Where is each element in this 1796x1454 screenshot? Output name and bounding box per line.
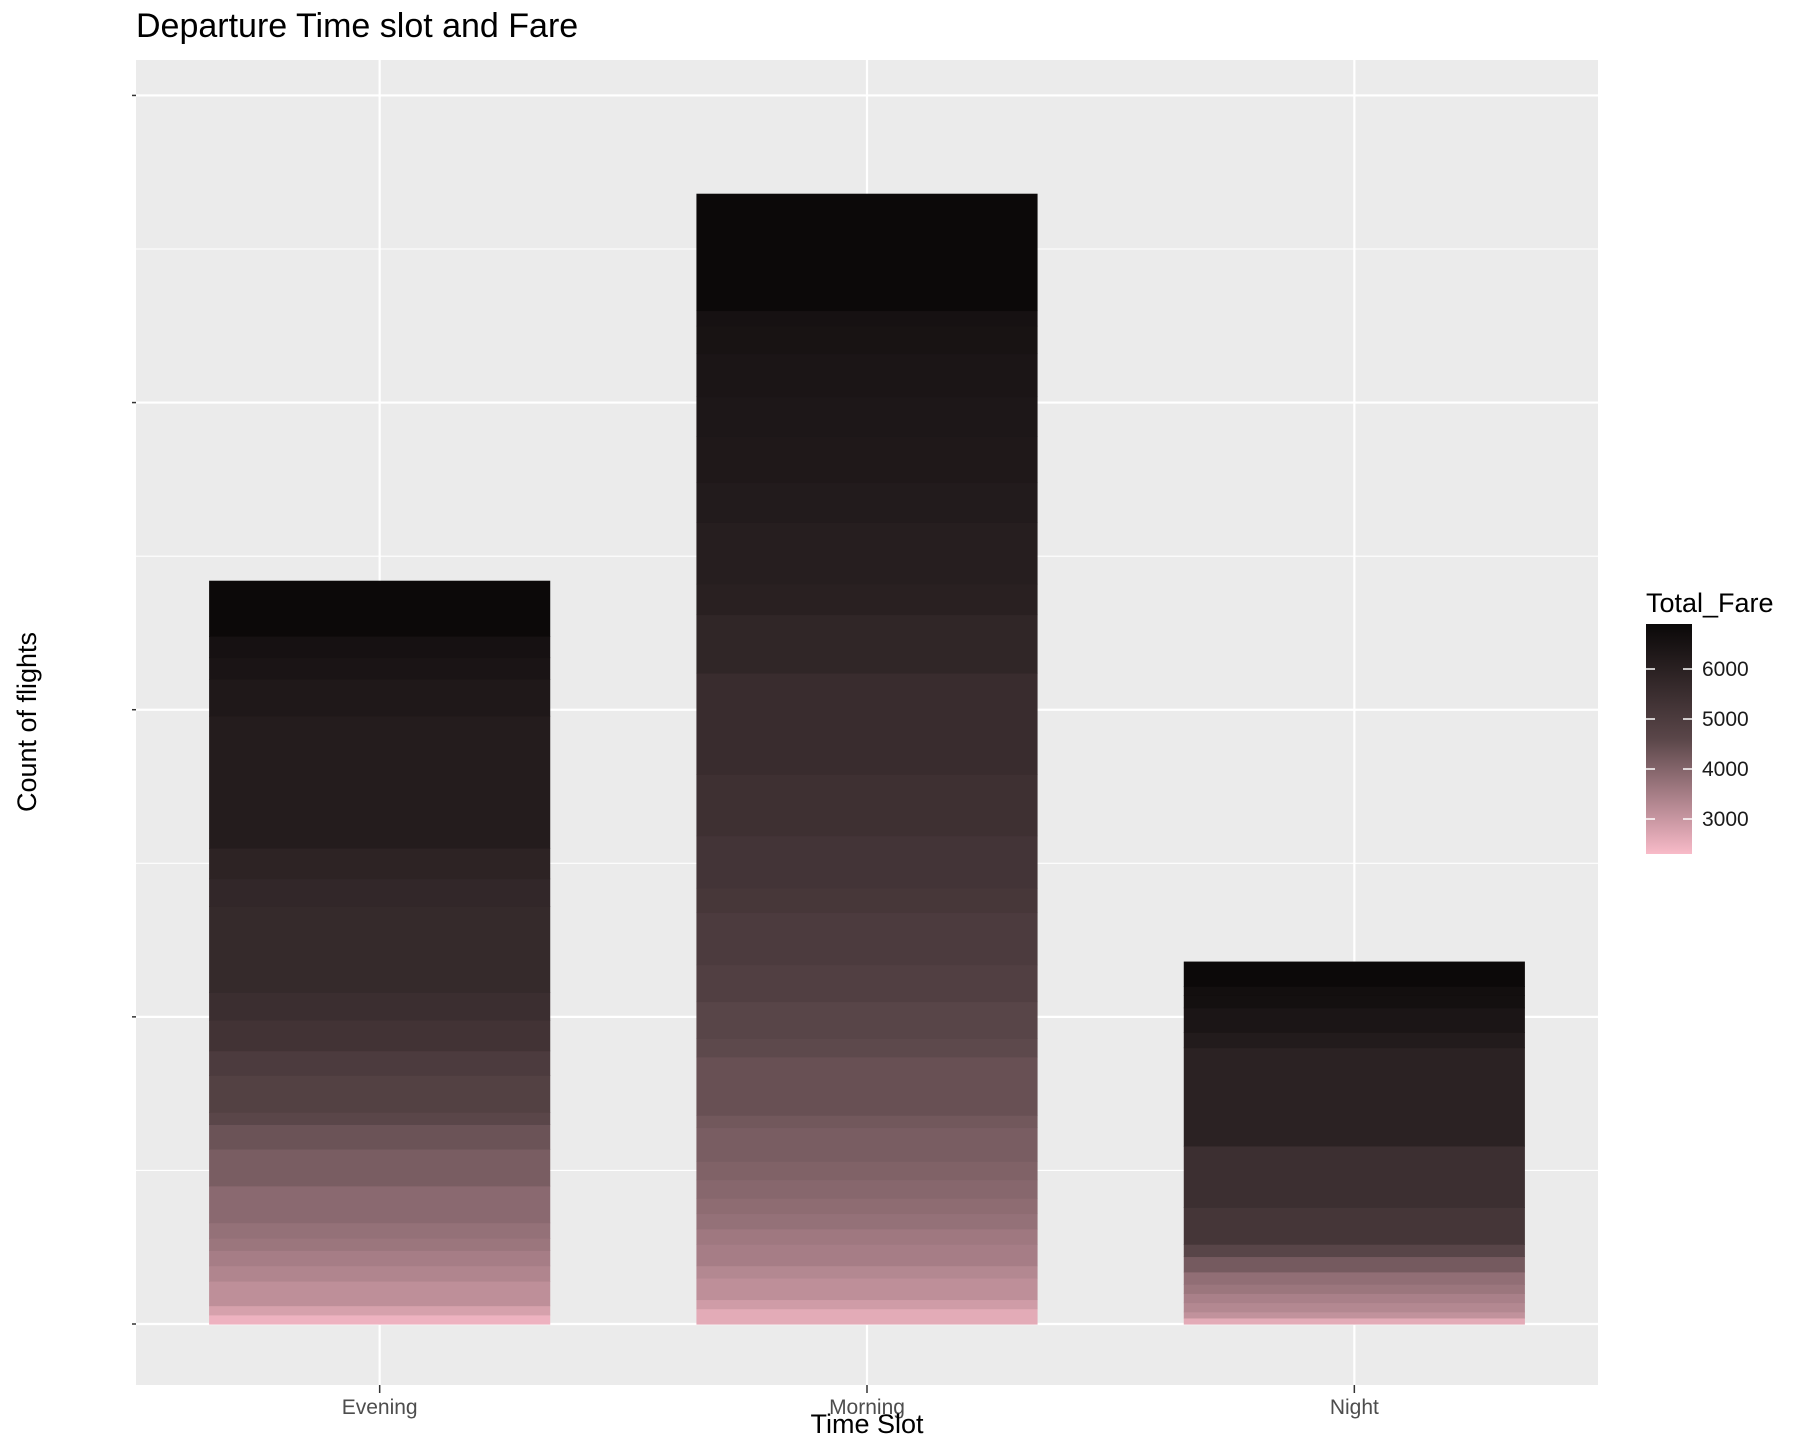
bar-segment xyxy=(209,1112,551,1125)
bar-segment xyxy=(1183,1271,1525,1285)
x-axis-title: Time Slot xyxy=(810,1409,924,1439)
bar-segment xyxy=(696,1161,1038,1181)
bar-segment xyxy=(696,614,1038,674)
bar-night xyxy=(1183,961,1525,1325)
legend-title: Total_Fare xyxy=(1646,588,1774,618)
legend-label: 5000 xyxy=(1702,708,1749,731)
bar-segment xyxy=(1183,1047,1525,1147)
bar-segment xyxy=(696,1038,1038,1058)
bar-segment xyxy=(209,906,551,993)
bar-segment xyxy=(696,1213,1038,1230)
bar-segment xyxy=(209,1250,551,1267)
bar-segment xyxy=(696,1198,1038,1215)
chart-title: Departure Time slot and Fare xyxy=(136,7,578,45)
x-tick-label: Morning xyxy=(829,1396,905,1419)
bar-evening xyxy=(209,580,551,1325)
bar-segment xyxy=(209,1050,551,1076)
x-tick-label: Night xyxy=(1330,1396,1379,1419)
bar-segment xyxy=(209,715,551,849)
bar-segment xyxy=(209,657,551,680)
bars xyxy=(209,193,1525,1325)
bar-segment xyxy=(696,1265,1038,1279)
bar-segment xyxy=(696,1228,1038,1245)
bar-segment xyxy=(209,1185,551,1224)
x-tick-label: Evening xyxy=(342,1396,418,1419)
legend-label: 6000 xyxy=(1702,658,1749,681)
bar-segment xyxy=(209,1238,551,1251)
bar-segment xyxy=(209,1148,551,1187)
bar-segment xyxy=(1183,1284,1525,1294)
bar-segment xyxy=(1183,986,1525,996)
legend-colorbar xyxy=(1646,624,1692,854)
bar-segment xyxy=(696,1001,1038,1039)
bar-segment xyxy=(696,1056,1038,1116)
bar-segment xyxy=(696,887,1038,914)
legend-label: 4000 xyxy=(1702,758,1749,781)
bar-segment xyxy=(1183,1032,1525,1049)
bar-segment xyxy=(696,396,1038,437)
bar-segment xyxy=(696,964,1038,1003)
bar-segment xyxy=(209,992,551,1021)
bar-segment xyxy=(1183,1311,1525,1319)
bar-segment xyxy=(209,580,551,637)
bar-segment xyxy=(696,1244,1038,1267)
bar-segment xyxy=(696,1277,1038,1301)
legend-label: 3000 xyxy=(1702,808,1749,831)
bar-segment xyxy=(209,1314,551,1325)
bar-segment xyxy=(696,522,1038,585)
bar-segment xyxy=(696,1299,1038,1310)
bar-segment xyxy=(696,353,1038,398)
bar-morning xyxy=(696,193,1038,1325)
bar-segment xyxy=(209,1075,551,1113)
legend: Total_Fare 3000 4000 5000 6000 xyxy=(1646,588,1774,854)
bar-segment xyxy=(209,1222,551,1239)
bar-segment xyxy=(1183,961,1525,987)
bar-segment xyxy=(1183,1293,1525,1304)
bar-segment xyxy=(696,774,1038,837)
bar-segment xyxy=(696,912,1038,966)
bar-segment xyxy=(1183,1207,1525,1245)
bar-segment xyxy=(696,835,1038,889)
bar-segment xyxy=(209,1124,551,1150)
bar-segment xyxy=(209,847,551,880)
bar-segment xyxy=(209,1305,551,1316)
bar-segment xyxy=(209,679,551,717)
bar-segment xyxy=(696,1179,1038,1199)
bar-segment xyxy=(696,1308,1038,1325)
bar-segment xyxy=(209,1281,551,1307)
bar-segment xyxy=(209,878,551,907)
bar-segment xyxy=(696,1127,1038,1162)
bar-segment xyxy=(1183,1317,1525,1325)
bar-segment xyxy=(696,436,1038,484)
bar-segment xyxy=(696,482,1038,523)
bar-segment xyxy=(1183,1145,1525,1208)
bar-segment xyxy=(209,636,551,659)
bar-segment xyxy=(209,1019,551,1052)
bar-segment xyxy=(696,310,1038,327)
bar-segment xyxy=(1183,1302,1525,1313)
bar-segment xyxy=(1183,1256,1525,1273)
bar-segment xyxy=(1183,995,1525,1009)
bar-segment xyxy=(696,672,1038,775)
y-axis-ticks xyxy=(132,94,136,1325)
bar-segment xyxy=(1183,1244,1525,1258)
bar-segment xyxy=(209,1265,551,1282)
bar-segment xyxy=(696,193,1038,312)
bar-segment xyxy=(696,1115,1038,1129)
bar-segment xyxy=(1183,1007,1525,1033)
x-axis: Evening Morning Night xyxy=(342,1385,1379,1419)
y-axis-title: Count of flights xyxy=(12,632,42,812)
bar-segment xyxy=(696,583,1038,616)
bar-segment xyxy=(696,325,1038,355)
